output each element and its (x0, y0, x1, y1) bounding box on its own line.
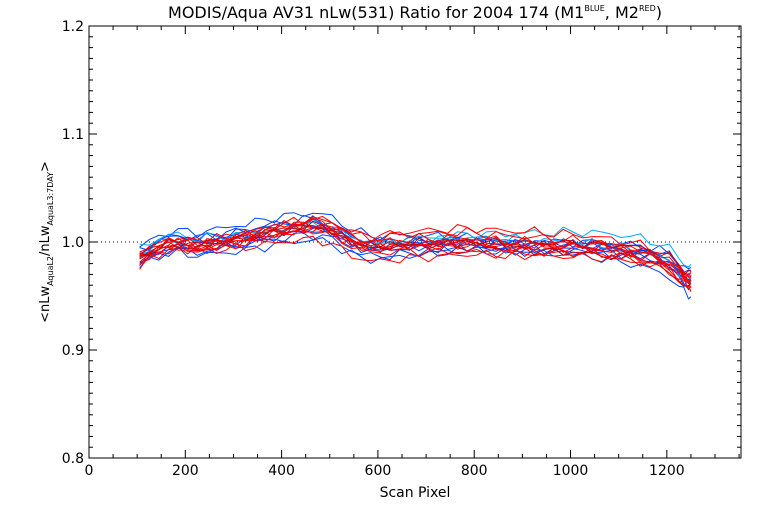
y-axis-label-sub2: AquaL3:7DAY (46, 172, 55, 226)
axes: 0 200 400 600 800 1000 1200 0.8 0.9 1.0 1.1 1.2 (62, 19, 741, 479)
x-tick-label-400: 400 (268, 463, 295, 479)
series-line-15 (139, 224, 692, 285)
chart-title-main: MODIS/Aqua AV31 nLw(531) Ratio for 2004 … (168, 3, 584, 22)
x-tick-label-0: 0 (85, 463, 94, 479)
chart-title-sup-red: RED (639, 4, 656, 13)
chart-title-sup-blue: BLUE (584, 4, 604, 13)
series-line-19 (139, 235, 692, 288)
series-line-6 (139, 232, 692, 283)
y-axis-label-sub1: AquaL2 (46, 256, 55, 286)
chart-title-mid: , M2 (605, 3, 639, 22)
y-tick-label-1: 0.9 (62, 343, 84, 359)
y-tick-label-3: 1.1 (62, 127, 84, 143)
x-tick-label-200: 200 (172, 463, 199, 479)
series-line-12 (139, 215, 691, 282)
x-tick-label-600: 600 (365, 463, 392, 479)
y-axis-label-close: > (38, 161, 53, 172)
series-line-9 (139, 228, 692, 300)
y-axis-label-mid: /nLw (38, 225, 53, 256)
series-line-22 (139, 225, 692, 292)
y-tick-label-4: 1.2 (62, 19, 84, 35)
y-tick-label-0: 0.8 (62, 451, 84, 467)
y-tick-label-2: 1.0 (62, 235, 84, 251)
series-line-20 (139, 224, 692, 284)
y-axis-label-open: <nLw (38, 286, 53, 323)
series-line-14 (139, 221, 692, 285)
chart-title-end: ) (656, 3, 662, 22)
x-tick-label-1200: 1200 (649, 463, 685, 479)
x-axis-label: Scan Pixel (380, 485, 451, 501)
x-tick-label-1000: 1000 (553, 463, 589, 479)
y-axis-label: <nLwAquaL2/nLwAquaL3:7DAY> (38, 161, 55, 323)
plot-area (89, 212, 741, 300)
chart-title: MODIS/Aqua AV31 nLw(531) Ratio for 2004 … (168, 3, 662, 22)
x-tick-label-800: 800 (461, 463, 488, 479)
